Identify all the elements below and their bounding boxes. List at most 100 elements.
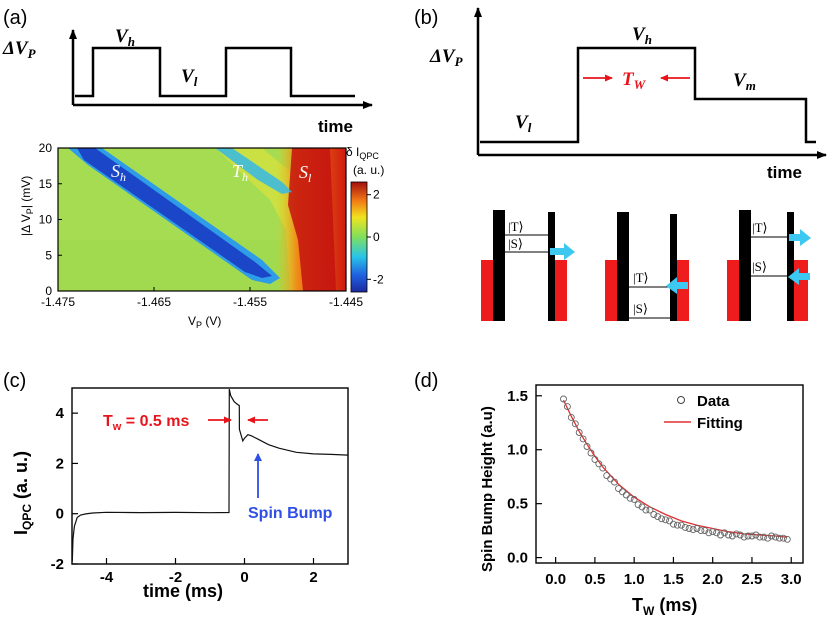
energy-diagram-2: |T⟩ |S⟩ <box>605 212 689 321</box>
pulse-a-vh-label: Vh <box>115 26 135 49</box>
plot-d-x-tick-label: 2.5 <box>742 571 763 588</box>
data-point <box>560 395 567 403</box>
panel-c: (c) -4 -2 0 2 4 2 0 -2 time (ms) IQPC (a. u.) T… <box>3 370 349 601</box>
colorbar-tick-label: -2 <box>373 272 384 286</box>
panel-a-label: (a) <box>3 7 27 29</box>
data-point <box>693 525 701 532</box>
plot-d-legend: Data Fitting <box>664 393 743 432</box>
data-point <box>728 532 736 540</box>
colorbar-gradient <box>350 181 368 293</box>
plot-d-y-tick-label: 0.5 <box>507 496 528 513</box>
data-point <box>646 506 654 514</box>
tunnel-arrow-right <box>789 229 811 246</box>
data-point <box>717 531 724 539</box>
energy-diagram-1: |T⟩ |S⟩ <box>481 210 575 321</box>
colorbar-unit: (a. u.) <box>353 163 384 177</box>
data-point <box>752 531 760 539</box>
heatmap-th-band <box>215 148 292 194</box>
triplet-label: |T⟩ <box>633 270 649 285</box>
data-point <box>563 403 571 411</box>
colorbar-tick-label: 0 <box>373 230 380 244</box>
plot-d-fit-line <box>562 399 788 538</box>
barrier-left <box>739 210 751 321</box>
data-point <box>681 523 689 531</box>
pulse-b-waveform <box>480 46 816 144</box>
heatmap-ylabel: |Δ VP| (mV) <box>19 176 35 236</box>
data-point <box>736 531 744 539</box>
lead-right <box>555 260 567 321</box>
panel-a-pulse-schematic: ΔVP Vh Vl time <box>2 26 373 136</box>
tw-annotation: Tw = 0.5 ms <box>103 413 189 433</box>
pulse-b-tw-label: TW <box>622 69 647 92</box>
heatmap-y-tick-label: 10 <box>39 213 53 227</box>
heatmap-sh-label: Sh <box>111 161 126 184</box>
plot-c-y-tick-label: 2 <box>56 455 64 472</box>
plot-c-x-tick-label: 2 <box>309 569 317 586</box>
tunnel-arrow-left <box>788 268 810 285</box>
pulse-b-xlabel: time <box>767 163 802 182</box>
colorbar-title: δ IQPC <box>346 145 379 161</box>
colorbar-ticks: 2 0 -2 <box>367 188 384 286</box>
plot-c-series-line <box>71 388 349 562</box>
data-point <box>630 495 638 503</box>
data-point <box>732 530 740 538</box>
data-point <box>622 491 630 499</box>
heatmap-y-tick-label: 15 <box>39 177 53 191</box>
data-point <box>689 526 697 534</box>
plot-d-x-tick-label: 1.0 <box>624 571 645 588</box>
heatmap-sl-core <box>288 148 336 291</box>
barrier-right <box>548 212 555 321</box>
lead-right <box>677 260 689 321</box>
heatmap-x-tick-label: -1.455 <box>233 295 267 309</box>
heatmap-y-tick-label: 20 <box>39 141 53 155</box>
pulse-a-xlabel: time <box>318 117 353 136</box>
data-point <box>772 533 779 541</box>
data-point <box>748 532 756 540</box>
pulse-a-ylabel: ΔVP <box>2 38 37 61</box>
plot-d-frame <box>535 384 804 564</box>
plot-c-ticks: -4 -2 0 2 4 2 0 -2 <box>51 405 318 586</box>
data-point <box>618 488 626 496</box>
barrier-left <box>617 212 629 321</box>
heatmap-sl-label: Sl <box>299 162 312 185</box>
plot-c-x-tick-label: -4 <box>100 569 114 586</box>
data-point <box>595 460 603 468</box>
data-point <box>615 485 622 493</box>
plot-d-ylabel: Spin Bump Height (a.u) <box>479 406 496 572</box>
legend-data-label: Data <box>697 393 730 410</box>
colorbar: δ IQPC (a. u.) 2 0 -2 <box>346 145 384 293</box>
data-point <box>701 527 709 535</box>
plot-c-ylabel: IQPC (a. u.) <box>11 451 34 535</box>
energy-diagram-3: |T⟩ |S⟩ <box>727 210 811 321</box>
data-point <box>575 429 583 436</box>
lead-left <box>605 260 617 321</box>
data-point <box>658 515 666 523</box>
data-point <box>744 532 752 540</box>
plot-d-x-tick-label: 0.5 <box>584 571 605 588</box>
panel-c-label: (c) <box>3 370 26 392</box>
data-point <box>666 517 673 525</box>
data-point <box>642 506 650 514</box>
plot-d-x-tick-label: 3.0 <box>781 571 802 588</box>
data-point <box>571 420 579 428</box>
plot-c-x-tick-label: -2 <box>169 569 182 586</box>
plot-d-y-tick-label: 1.0 <box>507 442 528 459</box>
heatmap-sh-band <box>77 148 272 278</box>
data-point <box>599 464 607 472</box>
colorbar-tick-label: 2 <box>373 188 380 202</box>
plot-d-xlabel: TW (ms) <box>632 595 697 618</box>
plot-d-y-tick-label: 1.5 <box>507 388 528 405</box>
heatmap-x-tick-label: -1.465 <box>137 295 171 309</box>
pulse-a-vl-label: Vl <box>181 66 198 89</box>
tunnel-arrow-left <box>666 277 688 294</box>
panel-a: (a) ΔVP Vh Vl time -1.475 -1.4 <box>2 7 384 330</box>
plot-d-ticks: 0.0 0.5 1.0 1.5 2.0 2.5 3.0 1.5 1.0 0.5 0.0 <box>507 388 802 588</box>
plot-d-data-points <box>560 395 791 543</box>
data-point <box>756 533 764 541</box>
data-point <box>721 529 728 537</box>
heatmap-y-tick-label: 5 <box>45 248 52 262</box>
data-point <box>634 501 642 509</box>
data-point <box>709 528 717 536</box>
heatmap-th-label: Th <box>232 161 248 184</box>
pulse-b-vh-label: Vh <box>632 24 652 47</box>
